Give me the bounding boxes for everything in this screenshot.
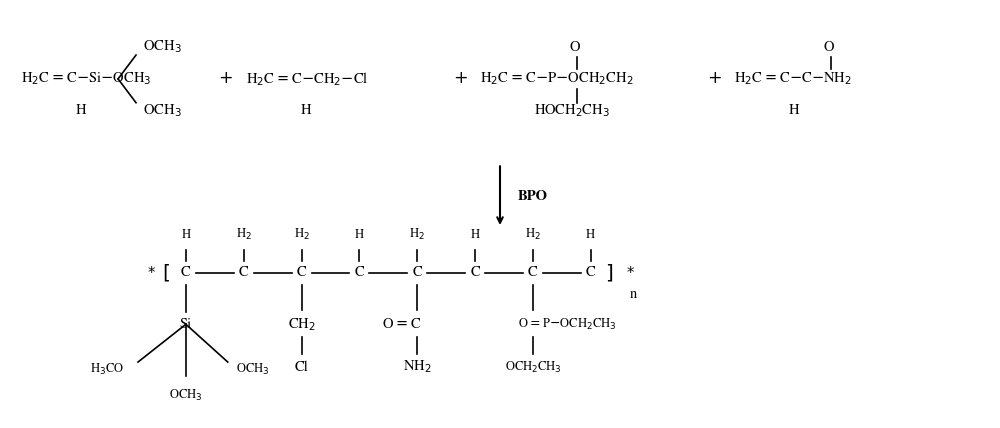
- Text: H: H: [181, 229, 190, 241]
- Text: OCH$_2$CH$_3$: OCH$_2$CH$_3$: [544, 102, 610, 119]
- Text: OCH$_3$: OCH$_3$: [169, 388, 203, 403]
- Text: BPO: BPO: [518, 190, 548, 202]
- Text: C: C: [528, 266, 538, 279]
- Text: C: C: [470, 266, 480, 279]
- Text: $*$: $*$: [147, 266, 155, 279]
- Text: H: H: [586, 229, 595, 241]
- Text: O: O: [570, 40, 580, 54]
- Text: H$_2$C$=$C$-$P$-$OCH$_2$CH$_2$: H$_2$C$=$C$-$P$-$OCH$_2$CH$_2$: [480, 71, 634, 87]
- Text: H$_2$: H$_2$: [294, 227, 309, 242]
- Text: O$=$P$-$OCH$_2$CH$_3$: O$=$P$-$OCH$_2$CH$_3$: [518, 317, 617, 332]
- Text: OCH$_2$CH$_3$: OCH$_2$CH$_3$: [505, 360, 561, 374]
- Text: H: H: [355, 229, 364, 241]
- Text: C: C: [586, 266, 596, 279]
- Text: $*$: $*$: [626, 266, 635, 279]
- Text: C: C: [412, 266, 422, 279]
- Text: C: C: [297, 266, 306, 279]
- Text: $]$: $]$: [605, 262, 613, 283]
- Text: Si: Si: [180, 318, 192, 331]
- Text: n: n: [630, 288, 637, 301]
- Text: Cl: Cl: [295, 360, 308, 374]
- Text: H$_2$: H$_2$: [525, 227, 541, 242]
- Text: H$_2$C$=$C$-$Si$-$OCH$_3$: H$_2$C$=$C$-$Si$-$OCH$_3$: [21, 71, 152, 87]
- Text: H: H: [535, 104, 545, 117]
- Text: O$=$C: O$=$C: [382, 317, 422, 331]
- Text: H: H: [76, 104, 86, 117]
- Text: H$_2$: H$_2$: [409, 227, 425, 242]
- Text: C: C: [239, 266, 249, 279]
- Text: $+$: $+$: [218, 71, 233, 87]
- Text: CH$_2$: CH$_2$: [288, 316, 315, 333]
- Text: H: H: [300, 104, 311, 117]
- Text: H$_2$C$=$C$-$CH$_2$$-$Cl: H$_2$C$=$C$-$CH$_2$$-$Cl: [246, 70, 368, 88]
- Text: $+$: $+$: [707, 71, 722, 87]
- Text: NH$_2$: NH$_2$: [403, 359, 432, 375]
- Text: H: H: [471, 229, 480, 241]
- Text: C: C: [355, 266, 364, 279]
- Text: OCH$_3$: OCH$_3$: [143, 39, 182, 56]
- Text: OCH$_3$: OCH$_3$: [236, 361, 269, 377]
- Text: OCH$_3$: OCH$_3$: [143, 102, 182, 119]
- Text: H$_2$C$=$C$-$C$-$NH$_2$: H$_2$C$=$C$-$C$-$NH$_2$: [734, 71, 852, 87]
- Text: O: O: [824, 40, 834, 54]
- Text: C: C: [181, 266, 191, 279]
- Text: H$_2$: H$_2$: [236, 227, 252, 242]
- Text: H: H: [789, 104, 799, 117]
- Text: H$_3$CO: H$_3$CO: [90, 361, 124, 377]
- Text: $[$: $[$: [162, 262, 170, 283]
- Text: $+$: $+$: [453, 71, 467, 87]
